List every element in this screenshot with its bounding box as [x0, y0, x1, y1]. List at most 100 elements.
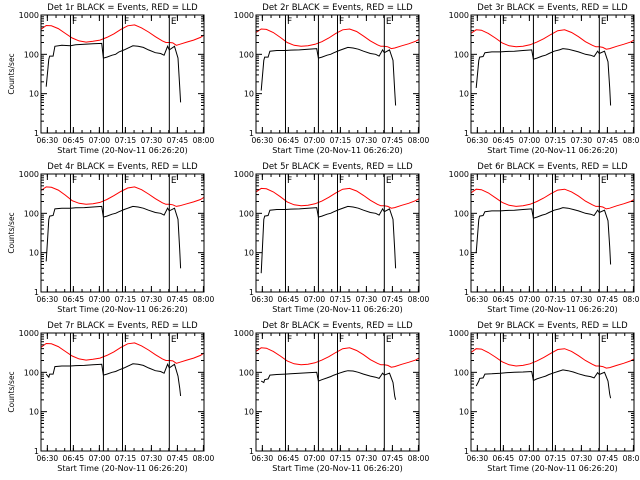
y-tick-label: 10: [29, 249, 39, 258]
marker-label: F: [124, 335, 129, 345]
y-tick-label: 1: [34, 129, 39, 138]
x-tick-label: 06:45: [63, 136, 85, 145]
x-tick-label: 07:45: [597, 454, 619, 463]
y-tick-label: 1: [34, 288, 39, 297]
y-tick-label: 10: [244, 408, 254, 417]
marker-label: E: [386, 17, 392, 27]
x-axis-label: Start Time (20-Nov-11 06:26:20): [57, 464, 187, 473]
marker-label: E: [171, 17, 177, 27]
marker-label: F: [124, 17, 129, 27]
lld-series-line: [471, 348, 634, 369]
y-tick-label: 1000: [234, 329, 254, 338]
x-tick-label: 07:15: [330, 295, 352, 304]
marker-label: F: [339, 17, 344, 27]
lld-series-line: [41, 342, 204, 364]
lld-series-line: [41, 186, 204, 207]
x-tick-label: 07:00: [519, 136, 541, 145]
x-tick-label: 07:30: [571, 295, 593, 304]
x-tick-label: 06:30: [252, 295, 274, 304]
y-tick-label: 10: [29, 408, 39, 417]
panel-det-5: Det 5r BLACK = Events, RED = LLD F F E 1 10 10…: [234, 162, 430, 314]
lld-series-line: [471, 29, 634, 50]
marker-label: F: [554, 176, 559, 186]
x-axis-label: Start Time (20-Nov-11 06:26:20): [487, 464, 617, 473]
y-tick-label: 1000: [19, 170, 39, 179]
x-tick-label: 07:30: [141, 454, 163, 463]
y-tick-label: 10: [459, 90, 469, 99]
x-tick-label: 08:00: [193, 454, 215, 463]
x-tick-label: 07:45: [597, 295, 619, 304]
marker-label: E: [171, 176, 177, 186]
x-tick-label: 07:00: [89, 136, 111, 145]
y-tick-label: 1000: [234, 170, 254, 179]
y-tick-label: 100: [24, 368, 39, 377]
x-tick-label: 06:30: [467, 295, 489, 304]
x-tick-label: 07:30: [356, 136, 378, 145]
y-tick-label: 100: [24, 209, 39, 218]
y-tick-label: 1: [34, 447, 39, 456]
x-tick-label: 07:00: [89, 454, 111, 463]
marker-label: F: [339, 176, 344, 186]
marker-label: E: [601, 176, 607, 186]
x-tick-label: 06:45: [278, 295, 300, 304]
events-series-line: [260, 205, 397, 274]
y-tick-label: 1000: [234, 11, 254, 20]
marker-label: E: [601, 335, 607, 345]
x-axis-label: Start Time (20-Nov-11 06:26:20): [272, 464, 402, 473]
x-tick-label: 06:45: [493, 454, 515, 463]
marker-label: F: [287, 176, 292, 186]
x-tick-label: 07:45: [167, 295, 189, 304]
plot-frame: [255, 14, 420, 134]
x-tick-label: 07:30: [571, 136, 593, 145]
x-tick-label: 07:30: [141, 295, 163, 304]
x-axis-label: Start Time (20-Nov-11 06:26:20): [487, 146, 617, 155]
panel-title: Det 4r BLACK = Events, RED = LLD: [47, 162, 198, 172]
marker-label: F: [502, 176, 507, 186]
x-axis-label: Start Time (20-Nov-11 06:26:20): [272, 146, 402, 155]
y-tick-label: 1000: [449, 329, 469, 338]
y-tick-label: 1: [249, 447, 254, 456]
plot-data-area: [256, 347, 419, 400]
y-tick-label: 10: [459, 408, 469, 417]
y-tick-label: 100: [24, 50, 39, 59]
y-tick-label: 1: [249, 129, 254, 138]
panel-title: Det 9r BLACK = Events, RED = LLD: [477, 321, 628, 331]
panel-title: Det 7r BLACK = Events, RED = LLD: [47, 321, 198, 331]
marker-label: E: [386, 335, 392, 345]
panel-det-3: Det 3r BLACK = Events, RED = LLD F F E 1 10 10…: [449, 3, 640, 155]
x-tick-label: 07:45: [167, 454, 189, 463]
x-tick-label: 08:00: [408, 295, 430, 304]
x-axis-label: Start Time (20-Nov-11 06:26:20): [487, 305, 617, 314]
x-tick-label: 08:00: [623, 454, 640, 463]
plot-frame: [40, 173, 205, 293]
x-tick-label: 07:15: [545, 295, 567, 304]
x-tick-label: 07:45: [382, 295, 404, 304]
x-tick-label: 08:00: [623, 136, 640, 145]
panel-title: Det 5r BLACK = Events, RED = LLD: [262, 162, 413, 172]
panel-det-1: Det 1r BLACK = Events, RED = LLD F F E 1 10 10…: [7, 3, 214, 155]
x-tick-label: 06:45: [278, 454, 300, 463]
marker-label: F: [287, 335, 292, 345]
events-series-line: [45, 363, 182, 397]
plot-data-area: [256, 187, 419, 274]
events-series-line: [45, 42, 182, 103]
x-tick-label: 06:30: [252, 454, 274, 463]
x-tick-label: 07:45: [167, 136, 189, 145]
x-tick-label: 07:30: [141, 136, 163, 145]
x-tick-label: 07:00: [304, 454, 326, 463]
x-tick-label: 07:00: [304, 295, 326, 304]
y-tick-label: 100: [454, 368, 469, 377]
plot-data-area: [41, 342, 204, 397]
y-tick-label: 100: [454, 209, 469, 218]
x-tick-label: 07:15: [115, 136, 137, 145]
x-tick-label: 08:00: [408, 136, 430, 145]
y-axis-label: Counts/sec: [7, 212, 16, 253]
plot-data-area: [471, 29, 634, 106]
x-tick-label: 07:00: [304, 136, 326, 145]
x-tick-label: 07:45: [382, 136, 404, 145]
marker-label: F: [287, 17, 292, 27]
x-tick-label: 06:30: [37, 295, 59, 304]
marker-label: F: [72, 335, 77, 345]
x-tick-label: 08:00: [193, 295, 215, 304]
plot-data-area: [471, 348, 634, 399]
